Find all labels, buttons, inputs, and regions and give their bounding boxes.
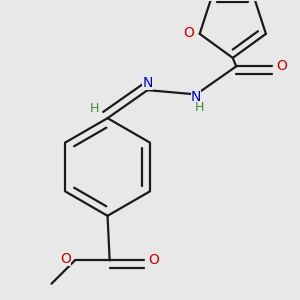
Text: H: H [195,100,204,114]
Text: O: O [148,254,159,267]
Text: O: O [60,252,71,266]
Text: N: N [191,89,201,103]
Text: H: H [90,102,100,115]
Text: O: O [184,26,194,40]
Text: N: N [142,76,153,89]
Text: O: O [276,59,287,74]
